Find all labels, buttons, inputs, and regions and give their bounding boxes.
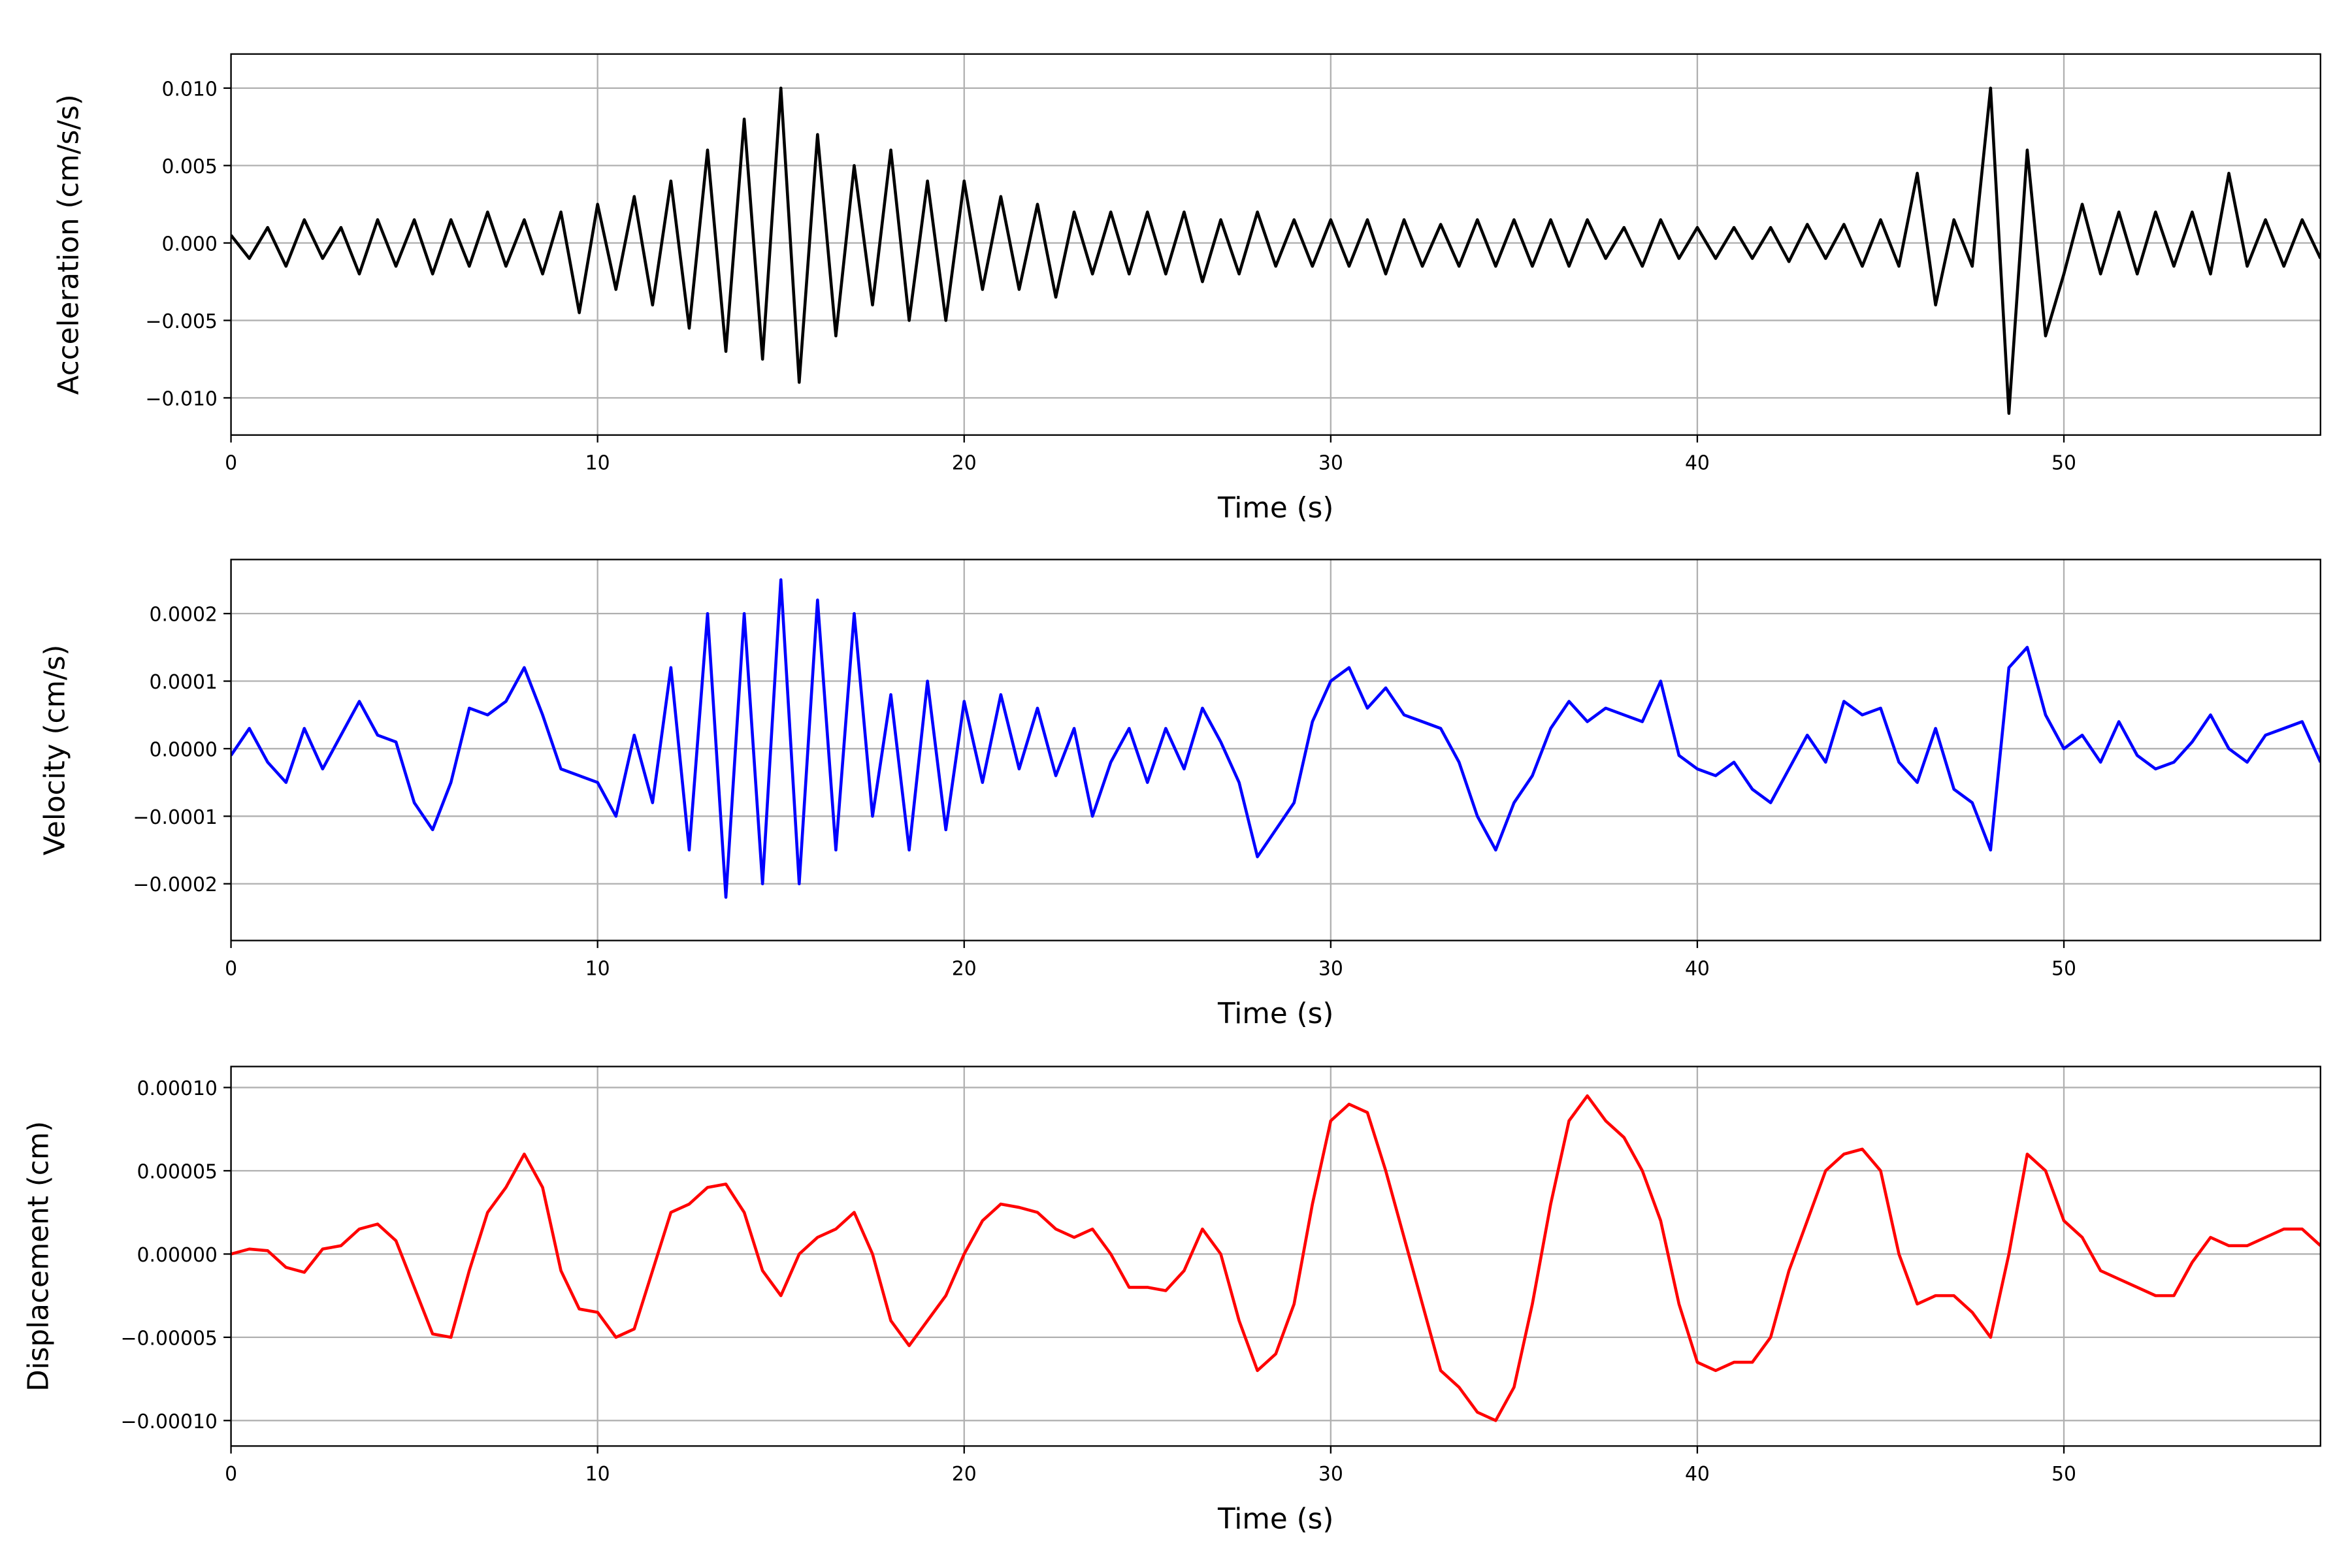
x-tick-label: 40 — [1685, 1463, 1710, 1486]
x-tick-label: 30 — [1318, 452, 1343, 475]
data-line — [231, 578, 2321, 899]
x-tick-label: 10 — [585, 957, 610, 980]
y-tick-label: 0.00005 — [137, 1160, 218, 1183]
y-tick-label: 0.0002 — [150, 604, 218, 627]
data-line — [231, 1094, 2321, 1422]
x-axis-label: Time (s) — [1217, 998, 1333, 1030]
x-tick-label: 0 — [225, 1463, 237, 1486]
y-tick-label: −0.0002 — [133, 874, 218, 896]
y-tick-label: −0.005 — [146, 310, 218, 333]
plot-frame — [230, 559, 2321, 941]
y-tick-label: 0.0000 — [150, 738, 218, 761]
x-tick-label: 50 — [2051, 957, 2076, 980]
y-tick-label: −0.00010 — [121, 1411, 218, 1433]
y-axis-label: Acceleration (cm/s/s) — [52, 94, 85, 395]
plot-frame — [230, 1066, 2321, 1447]
x-axis-label: Time (s) — [1217, 1503, 1333, 1536]
x-tick-label: 40 — [1685, 957, 1710, 980]
data-line — [231, 86, 2321, 415]
x-tick-label: 20 — [952, 1463, 977, 1486]
y-tick-label: −0.00005 — [121, 1327, 218, 1350]
y-axis-label: Velocity (cm/s) — [39, 645, 72, 856]
x-tick-label: 10 — [585, 1463, 610, 1486]
x-tick-label: 40 — [1685, 452, 1710, 475]
x-axis-label: Time (s) — [1217, 492, 1333, 525]
y-tick-label: 0.00000 — [137, 1244, 218, 1267]
y-tick-label: 0.00010 — [137, 1077, 218, 1100]
x-tick-label: 20 — [952, 957, 977, 980]
y-tick-label: 0.000 — [162, 233, 218, 255]
x-tick-label: 10 — [585, 452, 610, 475]
x-tick-label: 30 — [1318, 1463, 1343, 1486]
x-tick-label: 20 — [952, 452, 977, 475]
x-tick-label: 0 — [225, 452, 237, 475]
x-tick-label: 0 — [225, 957, 237, 980]
y-tick-label: 0.005 — [162, 155, 218, 178]
y-axis-label: Displacement (cm) — [22, 1121, 55, 1392]
x-tick-label: 30 — [1318, 957, 1343, 980]
y-tick-label: −0.0001 — [133, 806, 218, 829]
y-tick-label: 0.0001 — [150, 671, 218, 694]
x-tick-label: 50 — [2051, 452, 2076, 475]
x-tick-label: 50 — [2051, 1463, 2076, 1486]
plot-frame — [230, 53, 2321, 436]
y-tick-label: 0.010 — [162, 78, 218, 101]
y-tick-label: −0.010 — [146, 387, 218, 410]
